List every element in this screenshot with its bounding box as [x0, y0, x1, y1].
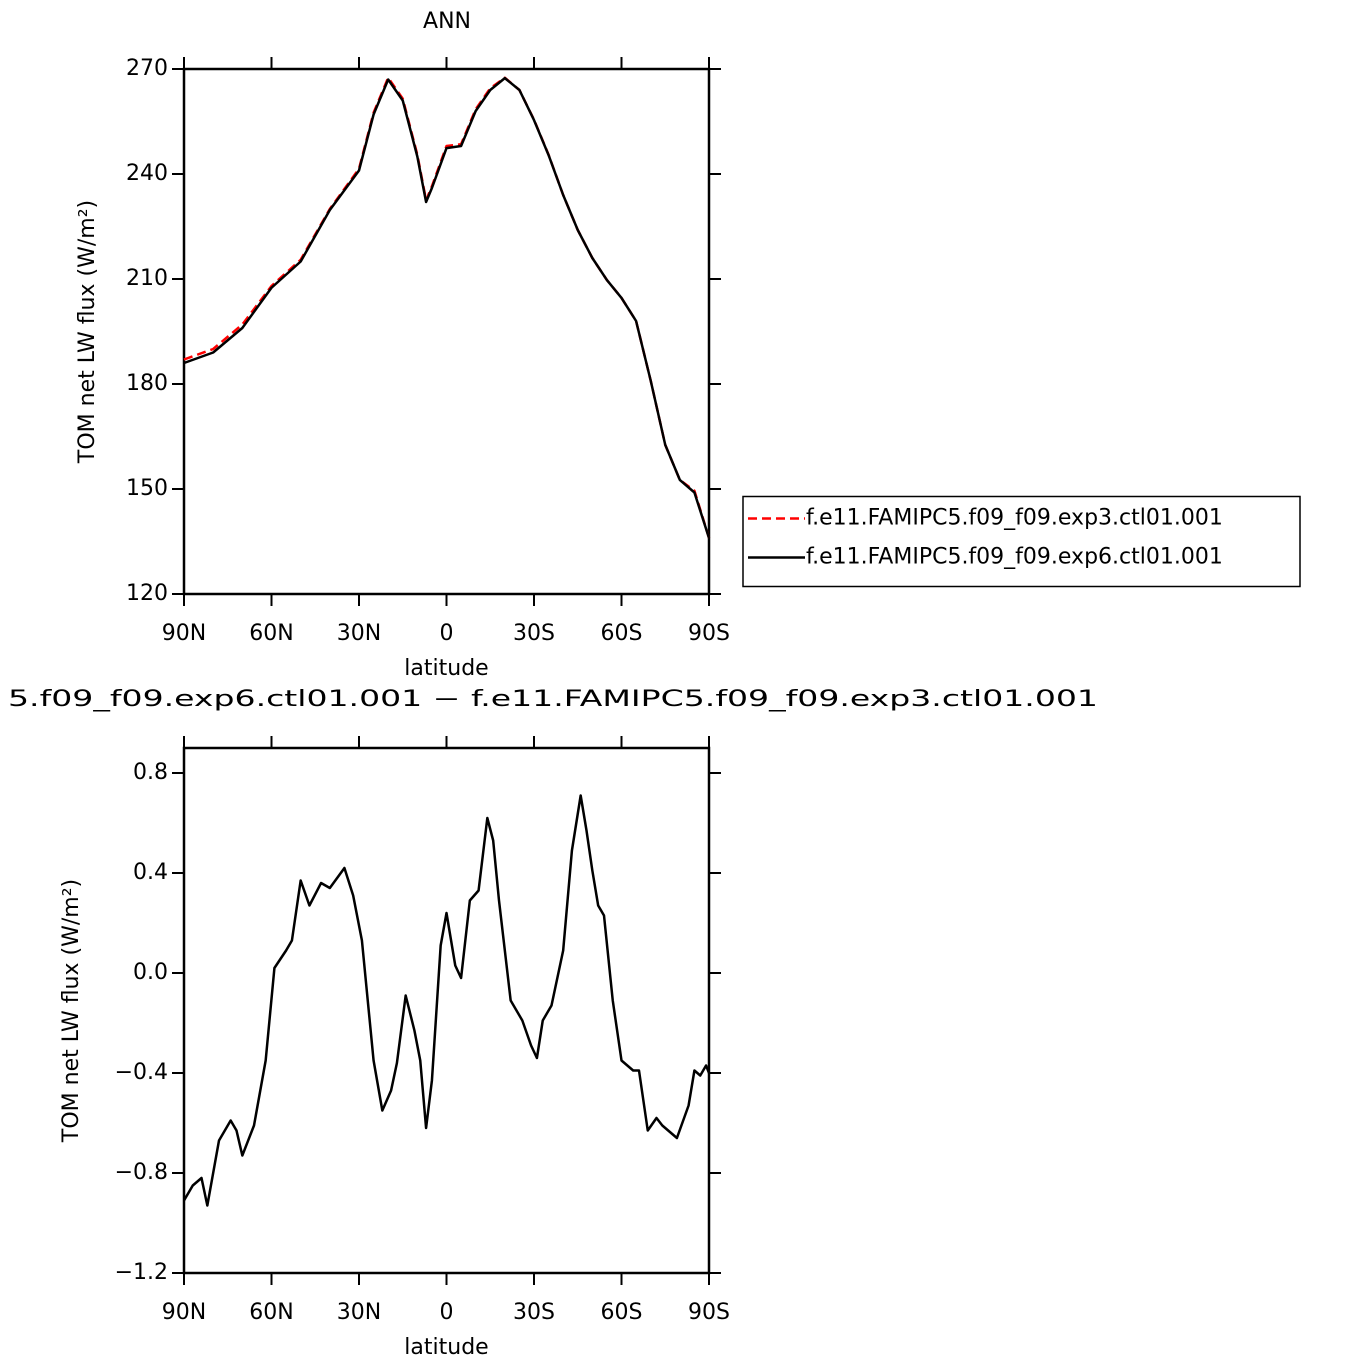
x-tick-label: 0	[440, 621, 454, 646]
x-tick-label: 90S	[688, 1300, 730, 1325]
x-tick-label: 0	[440, 1300, 454, 1325]
y-axis-label: TOM net LW flux (W/m²)	[59, 879, 84, 1143]
y-tick-label: −0.8	[115, 1160, 168, 1185]
y-tick-label: 0.8	[133, 760, 168, 785]
chart-title: 5.f09_f09.exp6.ctl01.001 − f.e11.FAMIPC5…	[8, 687, 1098, 712]
y-tick-label: 0.0	[133, 960, 168, 985]
x-tick-label: 60N	[249, 1300, 293, 1325]
x-tick-label: 30S	[513, 1300, 555, 1325]
plot-frame	[182, 67, 711, 596]
x-tick-label: 60N	[249, 621, 293, 646]
x-axis-label: latitude	[404, 1335, 488, 1360]
data-line	[183, 76, 711, 539]
data-line	[182, 794, 711, 1207]
data-line	[183, 76, 711, 539]
y-tick-label: 180	[126, 371, 168, 396]
x-tick-label: 90S	[688, 621, 730, 646]
x-tick-label: 90N	[162, 1300, 206, 1325]
y-tick-label: 270	[126, 56, 168, 81]
legend-label: f.e11.FAMIPC5.f09_f09.exp3.ctl01.001	[806, 506, 1223, 531]
x-tick-label: 30N	[337, 1300, 381, 1325]
x-axis-label: latitude	[404, 656, 488, 681]
y-tick-label: 150	[126, 476, 168, 501]
plot-frame	[182, 746, 711, 1275]
y-tick-label: 0.4	[133, 860, 168, 885]
legend-label: f.e11.FAMIPC5.f09_f09.exp6.ctl01.001	[806, 545, 1223, 570]
x-tick-label: 60S	[601, 621, 643, 646]
y-tick-label: −0.4	[115, 1060, 168, 1085]
chart-title: ANN	[423, 9, 471, 34]
x-tick-label: 90N	[162, 621, 206, 646]
x-tick-label: 30S	[513, 621, 555, 646]
y-tick-label: −1.2	[115, 1260, 168, 1285]
x-tick-label: 60S	[601, 1300, 643, 1325]
y-tick-label: 120	[126, 581, 168, 606]
y-axis-label: TOM net LW flux (W/m²)	[75, 200, 100, 464]
y-tick-label: 210	[126, 266, 168, 291]
y-tick-label: 240	[126, 161, 168, 186]
legend-box	[742, 495, 1301, 588]
x-tick-label: 30N	[337, 621, 381, 646]
